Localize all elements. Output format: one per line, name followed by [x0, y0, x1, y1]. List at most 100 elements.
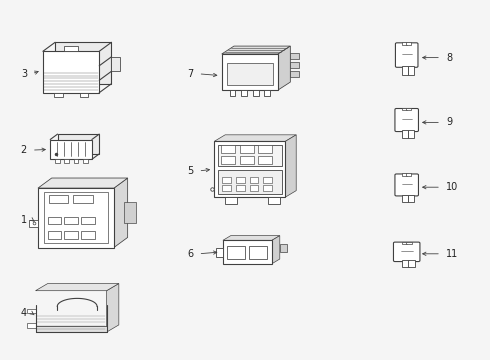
Bar — [81, 231, 95, 239]
Bar — [408, 261, 416, 267]
Bar — [226, 63, 273, 85]
Bar — [65, 231, 78, 239]
Bar — [241, 90, 247, 96]
Bar — [253, 90, 259, 96]
Text: 5: 5 — [187, 166, 194, 176]
Bar — [250, 185, 259, 191]
Bar — [79, 93, 88, 97]
Bar — [264, 177, 272, 183]
Bar — [54, 93, 63, 97]
Bar — [240, 145, 254, 153]
Bar — [26, 323, 35, 328]
Bar — [280, 244, 287, 252]
Bar — [408, 195, 415, 202]
Bar — [268, 197, 280, 204]
Polygon shape — [221, 46, 290, 54]
Text: 4: 4 — [21, 308, 27, 318]
Bar — [215, 141, 285, 197]
Bar — [216, 248, 223, 257]
Bar — [222, 177, 231, 183]
Bar — [223, 240, 272, 264]
Bar — [65, 216, 78, 225]
Bar — [402, 174, 407, 176]
Bar — [48, 231, 62, 239]
Bar — [265, 90, 270, 96]
Polygon shape — [106, 284, 119, 332]
Bar — [406, 108, 411, 110]
Bar — [401, 261, 409, 267]
Text: 1: 1 — [21, 215, 27, 225]
Bar — [35, 326, 106, 332]
Bar — [290, 71, 299, 77]
Bar — [229, 90, 235, 96]
Bar — [64, 46, 78, 51]
Bar — [264, 185, 272, 191]
Polygon shape — [278, 46, 290, 90]
Bar — [402, 108, 407, 110]
Polygon shape — [114, 178, 127, 248]
Bar — [57, 134, 99, 154]
Bar — [402, 130, 408, 138]
Bar — [55, 159, 60, 163]
Bar — [225, 197, 237, 204]
Bar — [221, 145, 235, 153]
Bar — [240, 156, 254, 164]
Bar — [290, 53, 299, 59]
Polygon shape — [38, 178, 127, 188]
Bar — [29, 220, 38, 227]
Bar — [290, 62, 299, 68]
Bar — [402, 42, 407, 45]
Text: 9: 9 — [446, 117, 452, 127]
Text: 2: 2 — [21, 145, 27, 155]
Bar — [112, 57, 121, 71]
Bar — [222, 185, 231, 191]
Bar — [406, 242, 412, 244]
Bar — [236, 185, 245, 191]
Bar — [249, 246, 267, 259]
Bar — [74, 159, 78, 163]
Bar — [48, 216, 62, 225]
Bar — [221, 54, 278, 90]
Bar — [83, 159, 88, 163]
Bar — [44, 192, 108, 243]
Bar — [74, 194, 93, 202]
FancyBboxPatch shape — [395, 174, 418, 196]
Polygon shape — [223, 236, 280, 240]
Text: 10: 10 — [446, 182, 458, 192]
Text: 7: 7 — [187, 69, 194, 79]
FancyBboxPatch shape — [395, 43, 418, 67]
Polygon shape — [285, 135, 296, 197]
Bar — [38, 188, 114, 248]
Bar — [26, 309, 35, 314]
Text: 11: 11 — [446, 249, 458, 259]
Bar — [50, 140, 92, 159]
Polygon shape — [215, 135, 296, 141]
Bar — [227, 246, 245, 259]
FancyBboxPatch shape — [395, 108, 418, 131]
Bar — [408, 130, 415, 138]
Bar — [123, 202, 136, 222]
Text: 3: 3 — [21, 69, 27, 79]
Bar — [221, 156, 235, 164]
Bar — [401, 242, 407, 244]
Bar — [236, 177, 245, 183]
Bar — [408, 66, 414, 75]
Polygon shape — [272, 236, 280, 264]
Bar — [81, 216, 95, 225]
Bar — [218, 170, 281, 194]
Bar — [250, 177, 259, 183]
Bar — [402, 66, 408, 75]
Polygon shape — [35, 284, 119, 291]
Text: 8: 8 — [446, 53, 452, 63]
Bar — [49, 194, 68, 202]
FancyBboxPatch shape — [393, 242, 420, 262]
Bar — [64, 159, 69, 163]
Bar — [55, 42, 111, 84]
Bar — [402, 195, 408, 202]
Bar — [406, 42, 411, 45]
Bar — [406, 174, 411, 176]
Bar — [218, 145, 281, 166]
Bar — [43, 51, 99, 93]
Text: 6: 6 — [188, 249, 194, 259]
Bar — [259, 145, 272, 153]
